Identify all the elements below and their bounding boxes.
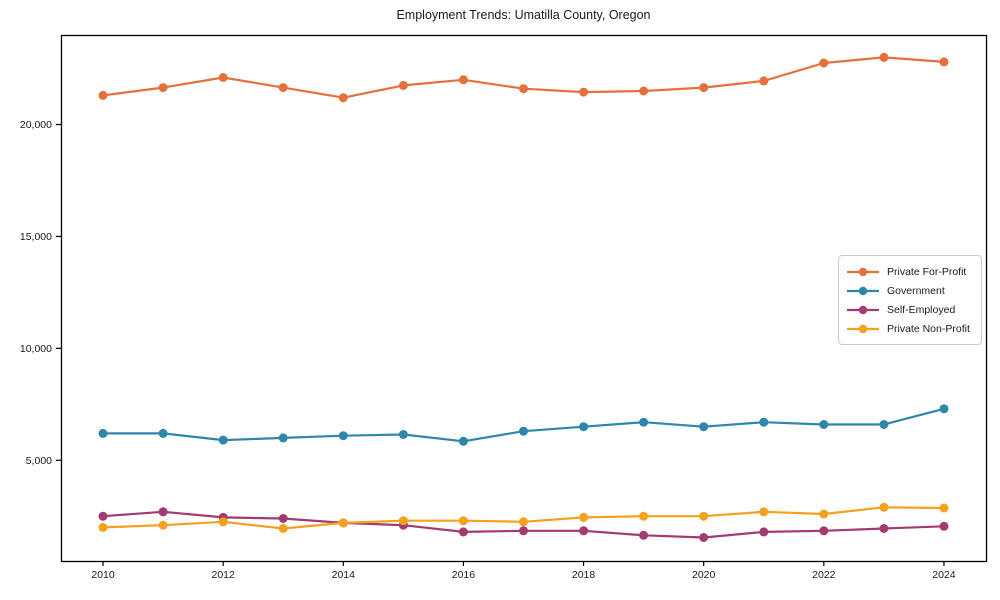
data-point-private-for-profit-2021: [759, 76, 769, 86]
data-point-private-for-profit-2023: [879, 52, 889, 62]
data-point-private-for-profit-2012: [218, 73, 228, 82]
legend-swatch-private-non-profit: [847, 324, 879, 333]
legend-swatch-government: [847, 286, 879, 295]
data-point-government-2014: [338, 431, 348, 441]
data-point-self-employed-2013: [278, 514, 288, 523]
data-point-private-for-profit-2020: [699, 83, 709, 93]
data-point-private-non-profit-2015: [398, 516, 408, 526]
data-point-self-employed-2016: [458, 527, 468, 537]
legend-swatch-private-for-profit: [847, 267, 879, 276]
data-point-private-for-profit-2016: [458, 75, 468, 85]
data-point-private-non-profit-2011: [158, 520, 168, 530]
data-point-private-non-profit-2018: [579, 512, 589, 522]
legend-label-private-for-profit: Private For-Profit: [887, 265, 967, 278]
legend-label-government: Government: [887, 284, 945, 297]
chart-title: Employment Trends: Umatilla County, Oreg…: [396, 8, 651, 22]
data-point-self-employed-2020: [699, 533, 709, 542]
data-point-private-non-profit-2013: [278, 524, 288, 533]
data-point-government-2018: [579, 422, 589, 432]
data-point-government-2012: [218, 435, 228, 445]
data-point-self-employed-2010: [98, 511, 108, 521]
data-point-private-for-profit-2024: [939, 57, 949, 67]
x-tick-label: 2020: [692, 569, 716, 581]
data-point-private-for-profit-2015: [398, 80, 408, 90]
data-point-private-for-profit-2017: [519, 84, 528, 94]
data-point-private-for-profit-2022: [819, 58, 829, 68]
data-point-private-for-profit-2010: [98, 90, 108, 100]
legend-item-private-non-profit: Private Non-Profit: [846, 319, 973, 338]
legend-item-private-for-profit: Private For-Profit: [846, 262, 973, 281]
data-point-government-2016: [458, 436, 468, 446]
data-point-government-2023: [879, 420, 889, 429]
data-point-self-employed-2017: [519, 526, 528, 536]
legend-item-self-employed: Self-Employed: [846, 300, 973, 319]
data-point-government-2010: [98, 428, 108, 438]
y-tick-label: 20,000: [20, 119, 52, 131]
data-point-self-employed-2011: [158, 507, 168, 517]
y-tick-label: 5,000: [26, 455, 52, 467]
legend-label-private-non-profit: Private Non-Profit: [887, 322, 970, 335]
data-point-self-employed-2022: [819, 526, 829, 536]
data-point-self-employed-2024: [939, 521, 949, 531]
data-point-private-non-profit-2014: [338, 518, 348, 528]
x-tick-label: 2010: [91, 569, 115, 581]
data-point-government-2021: [759, 417, 769, 427]
data-point-private-non-profit-2010: [98, 522, 108, 532]
data-point-private-for-profit-2013: [278, 83, 288, 93]
legend: Private For-Profit Government Self-Employe…: [838, 255, 982, 345]
x-tick-label: 2012: [211, 569, 235, 581]
data-point-private-for-profit-2018: [579, 87, 589, 97]
plot-area: [60, 34, 988, 563]
data-point-private-non-profit-2024: [939, 503, 949, 513]
data-point-government-2015: [398, 430, 408, 439]
data-point-private-for-profit-2019: [639, 86, 649, 96]
data-point-private-non-profit-2017: [519, 517, 528, 527]
data-point-self-employed-2019: [639, 530, 649, 540]
y-tick-label: 15,000: [20, 231, 52, 243]
data-point-private-non-profit-2020: [699, 511, 709, 521]
data-point-government-2011: [158, 428, 168, 438]
data-point-government-2019: [639, 417, 649, 427]
x-tick-label: 2018: [572, 569, 596, 581]
data-point-private-for-profit-2011: [158, 83, 168, 93]
data-point-government-2013: [278, 433, 288, 443]
x-tick-label: 2016: [452, 569, 476, 581]
data-point-government-2020: [699, 422, 709, 432]
data-point-private-non-profit-2019: [639, 511, 649, 521]
data-point-government-2022: [819, 420, 829, 429]
x-tick-label: 2014: [332, 569, 356, 581]
data-point-private-for-profit-2014: [338, 93, 348, 103]
data-point-government-2024: [939, 404, 949, 414]
data-point-private-non-profit-2012: [218, 517, 228, 527]
legend-swatch-self-employed: [847, 305, 879, 314]
legend-item-government: Government: [846, 281, 973, 300]
data-point-government-2017: [519, 426, 528, 436]
legend-label-self-employed: Self-Employed: [887, 303, 956, 316]
x-tick-label: 2024: [932, 569, 956, 581]
data-point-private-non-profit-2016: [458, 516, 468, 526]
data-point-self-employed-2023: [879, 524, 889, 533]
data-point-private-non-profit-2023: [879, 502, 889, 512]
y-tick-label: 10,000: [20, 343, 52, 355]
data-point-self-employed-2018: [579, 526, 589, 536]
x-tick-label: 2022: [812, 569, 836, 581]
data-point-private-non-profit-2021: [759, 507, 769, 517]
data-point-self-employed-2021: [759, 527, 769, 537]
data-point-private-non-profit-2022: [819, 509, 829, 519]
